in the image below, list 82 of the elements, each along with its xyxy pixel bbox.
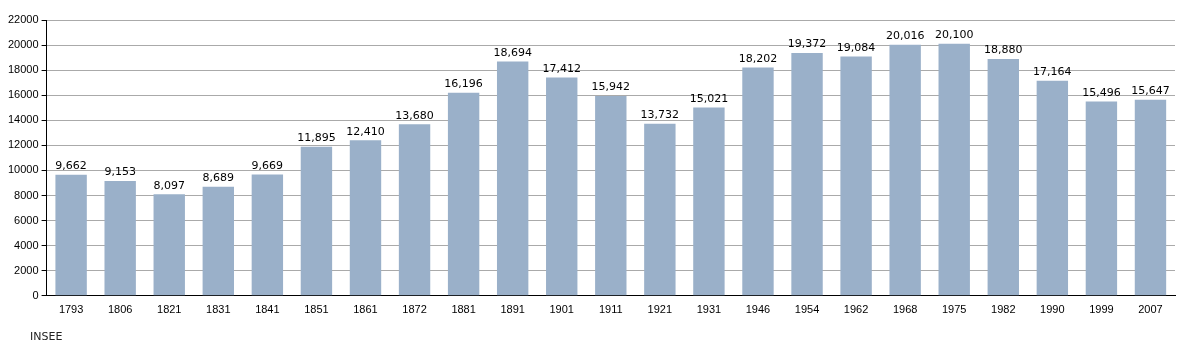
data-label: 12,410 bbox=[346, 124, 385, 138]
bar bbox=[840, 56, 872, 296]
bar bbox=[938, 43, 970, 296]
data-label: 19,084 bbox=[836, 40, 876, 54]
bar bbox=[644, 123, 676, 296]
text: INSEE bbox=[30, 330, 63, 343]
x-tick-label: 1831 bbox=[206, 303, 231, 316]
data-label: 9,153 bbox=[104, 165, 136, 179]
x-tick-label: 1901 bbox=[549, 303, 574, 316]
data-label: 9,669 bbox=[251, 158, 284, 172]
data-label: 18,880 bbox=[984, 43, 1023, 57]
bar bbox=[693, 107, 725, 296]
x-tick-label: 1806 bbox=[107, 303, 133, 316]
x-tick-label: 1999 bbox=[1089, 303, 1114, 316]
data-label: 16,196 bbox=[444, 77, 483, 91]
bar bbox=[1085, 101, 1118, 296]
bar bbox=[546, 77, 578, 296]
y-tick-label: 18000 bbox=[7, 63, 39, 76]
y-tick-label: 8000 bbox=[14, 188, 39, 201]
y-tick-label: 16000 bbox=[7, 88, 39, 101]
bar bbox=[300, 146, 333, 296]
bar bbox=[791, 52, 823, 296]
x-tick-label: 1946 bbox=[745, 303, 771, 316]
y-tick-label: 0 bbox=[32, 288, 39, 301]
x-tick-label: 1921 bbox=[647, 303, 673, 316]
bar bbox=[595, 95, 627, 296]
x-tick-label: 1962 bbox=[843, 303, 869, 316]
bar bbox=[742, 67, 774, 296]
data-label: 18,694 bbox=[493, 45, 532, 59]
x-tick-label: 1954 bbox=[794, 303, 820, 316]
y-tick-label: 4000 bbox=[14, 238, 39, 251]
x-tick-label: 1990 bbox=[1040, 303, 1065, 316]
x-tick-label: 1841 bbox=[255, 303, 280, 316]
data-label: 15,647 bbox=[1131, 84, 1170, 97]
data-label: 18,202 bbox=[738, 51, 778, 65]
bar bbox=[55, 174, 87, 296]
data-label: 9,662 bbox=[55, 159, 87, 173]
x-tick-label: 1931 bbox=[696, 303, 722, 316]
x-tick-label: 1793 bbox=[58, 303, 84, 316]
x-tick-label: 1982 bbox=[991, 303, 1016, 316]
data-label: 13,680 bbox=[395, 108, 434, 122]
y-tick-label: 10000 bbox=[7, 163, 39, 176]
data-label: 15,496 bbox=[1082, 85, 1121, 99]
x-tick-label: 2007 bbox=[1138, 303, 1163, 316]
bar bbox=[251, 174, 284, 296]
y-tick-label: 14000 bbox=[7, 113, 39, 126]
bar bbox=[447, 92, 480, 296]
data-label: 11,895 bbox=[297, 131, 336, 145]
bar bbox=[153, 194, 185, 296]
bar bbox=[889, 44, 921, 296]
x-tick-label: 1861 bbox=[353, 303, 378, 316]
data-label: 17,412 bbox=[542, 61, 581, 75]
data-label: 17,164 bbox=[1033, 64, 1072, 78]
bar bbox=[398, 124, 431, 296]
y-tick-label: 6000 bbox=[14, 213, 39, 226]
y-tick-label: 2000 bbox=[14, 263, 39, 276]
y-tick-label: 22000 bbox=[7, 13, 39, 26]
bar bbox=[349, 140, 382, 296]
bar bbox=[496, 61, 529, 296]
data-label: 8,097 bbox=[153, 178, 185, 192]
bar bbox=[1036, 80, 1069, 296]
data-label: 20,100 bbox=[934, 28, 974, 42]
data-label: 8,689 bbox=[202, 171, 235, 185]
bar bbox=[987, 59, 1019, 296]
x-tick-label: 1975 bbox=[941, 303, 967, 316]
x-tick-label: 1881 bbox=[451, 303, 476, 316]
x-tick-label: 1821 bbox=[157, 303, 182, 316]
x-tick-label: 1968 bbox=[892, 303, 918, 316]
x-tick-label: 1891 bbox=[500, 303, 525, 316]
x-tick-label: 1911 bbox=[598, 303, 623, 316]
y-tick-label: 20000 bbox=[7, 38, 39, 51]
bar bbox=[1134, 99, 1167, 296]
data-label: 20,016 bbox=[885, 29, 925, 43]
data-label: 13,732 bbox=[640, 108, 680, 122]
data-label: 19,372 bbox=[787, 37, 827, 51]
x-tick-label: 1851 bbox=[304, 303, 329, 316]
y-tick-label: 12000 bbox=[7, 138, 39, 151]
x-tick-label: 1872 bbox=[402, 303, 427, 316]
data-label: 15,942 bbox=[591, 80, 631, 94]
data-label: 15,021 bbox=[689, 91, 729, 105]
bar bbox=[104, 181, 136, 296]
bar bbox=[202, 186, 234, 296]
